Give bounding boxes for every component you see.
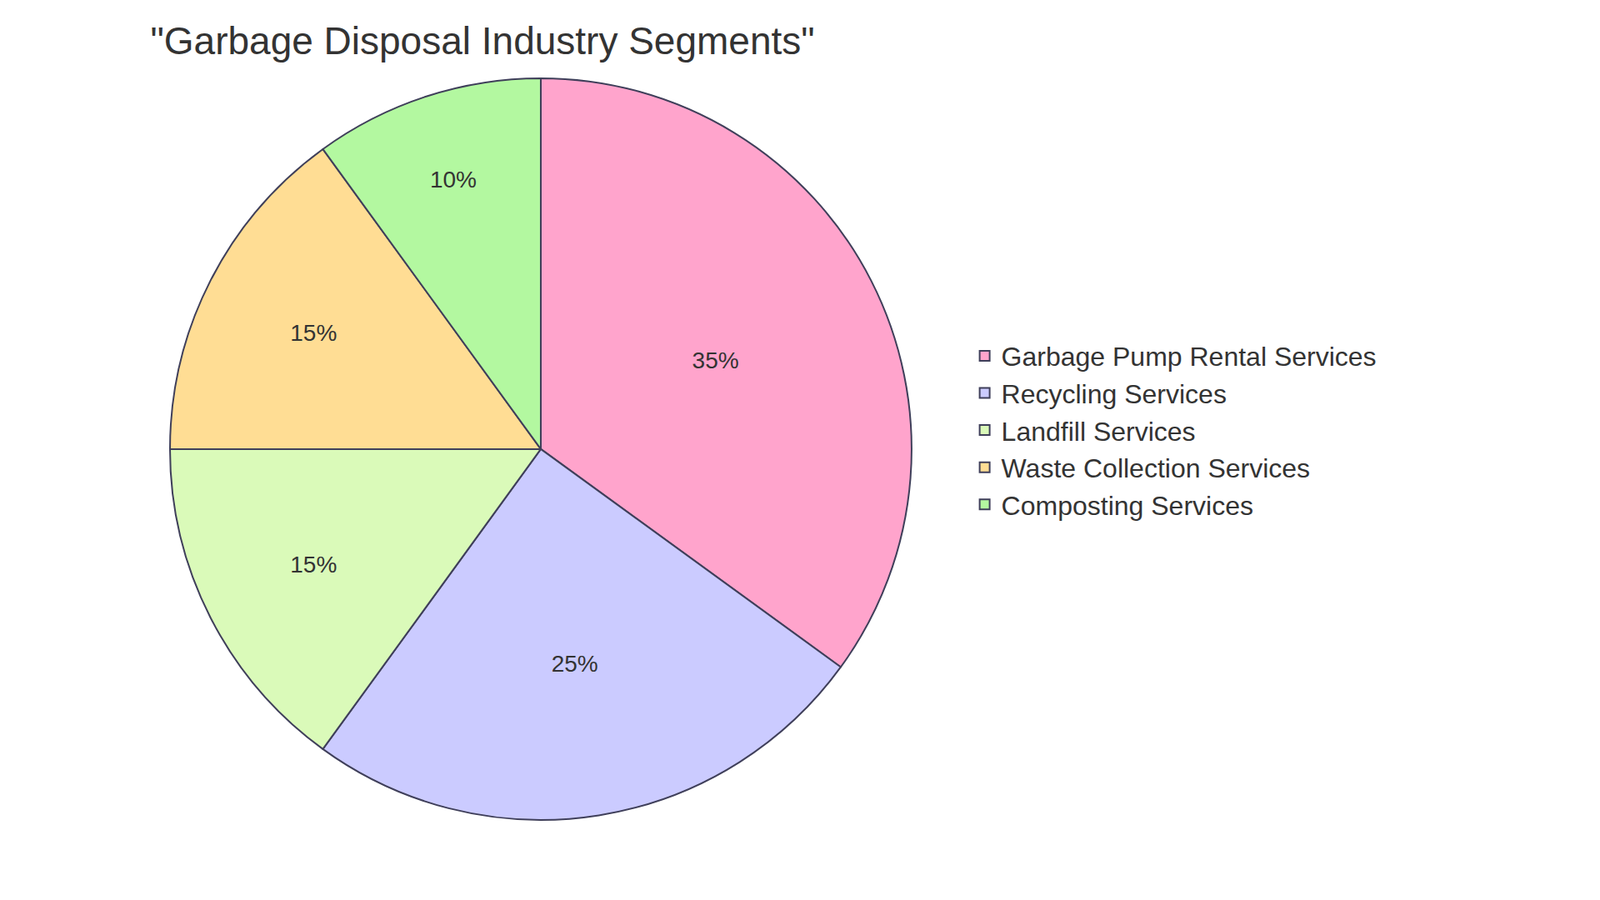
svg-text:10%: 10% <box>430 166 477 193</box>
svg-text:Waste Collection Services: Waste Collection Services <box>1001 453 1311 484</box>
svg-text:15%: 15% <box>290 320 337 346</box>
svg-text:Garbage Pump Rental Services: Garbage Pump Rental Services <box>1001 341 1377 372</box>
svg-text:15%: 15% <box>290 551 337 578</box>
svg-text:25%: 25% <box>551 650 599 677</box>
svg-text:Recycling Services: Recycling Services <box>1001 379 1227 410</box>
svg-text:35%: 35% <box>692 347 740 374</box>
svg-text:Landfill Services: Landfill Services <box>1001 416 1196 447</box>
svg-text:Composting Services: Composting Services <box>1001 490 1254 521</box>
svg-text:"Garbage Disposal Industry Seg: "Garbage Disposal Industry Segments" <box>150 19 815 63</box>
